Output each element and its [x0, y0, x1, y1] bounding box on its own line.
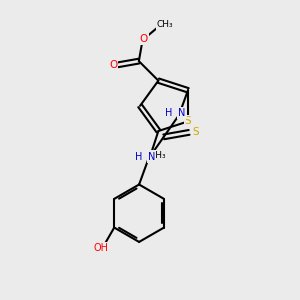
Text: H: H — [165, 108, 173, 118]
Text: S: S — [185, 116, 191, 126]
Text: N: N — [148, 152, 155, 162]
Text: OH: OH — [94, 243, 109, 253]
Text: O: O — [139, 34, 147, 44]
Text: N: N — [178, 108, 186, 118]
Text: S: S — [192, 128, 199, 137]
Text: CH₃: CH₃ — [149, 151, 166, 160]
Text: H: H — [135, 152, 142, 162]
Text: CH₃: CH₃ — [157, 20, 173, 29]
Text: O: O — [109, 60, 117, 70]
